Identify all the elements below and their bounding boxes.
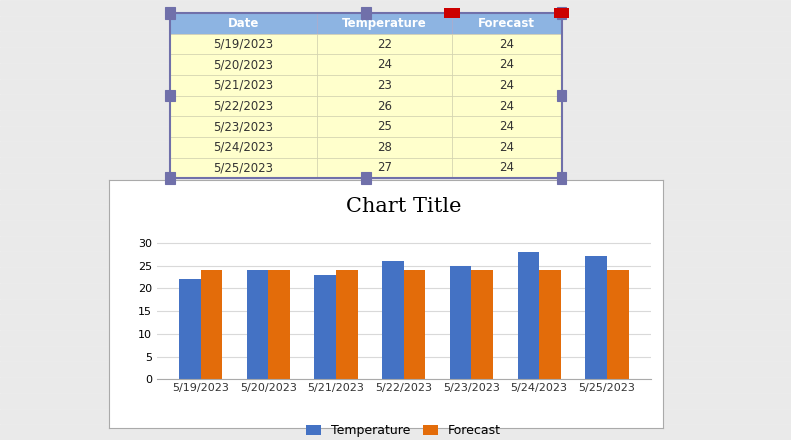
Text: 5/21/2023: 5/21/2023 <box>214 79 274 92</box>
Bar <box>452 34 562 55</box>
Bar <box>445 8 460 18</box>
Bar <box>317 34 452 55</box>
Text: 22: 22 <box>377 38 392 51</box>
Bar <box>317 13 452 34</box>
Text: 5/19/2023: 5/19/2023 <box>214 38 274 51</box>
Bar <box>452 55 562 75</box>
Bar <box>361 172 370 184</box>
Bar <box>170 75 317 95</box>
Bar <box>452 158 562 178</box>
Bar <box>317 75 452 95</box>
Bar <box>557 172 566 184</box>
Text: 24: 24 <box>499 141 514 154</box>
Bar <box>317 55 452 75</box>
Bar <box>170 55 317 75</box>
Bar <box>317 96 452 116</box>
Bar <box>403 270 426 379</box>
Bar <box>170 13 317 34</box>
Text: 24: 24 <box>499 58 514 71</box>
Bar <box>607 270 629 379</box>
Bar <box>361 7 370 19</box>
Bar <box>268 270 290 379</box>
Bar <box>170 158 317 178</box>
Bar <box>452 96 562 116</box>
Legend: Temperature, Forecast: Temperature, Forecast <box>303 421 505 440</box>
Bar <box>170 116 317 137</box>
Bar <box>585 257 607 379</box>
Text: 24: 24 <box>499 38 514 51</box>
Text: 24: 24 <box>499 120 514 133</box>
Text: 23: 23 <box>377 79 392 92</box>
Bar <box>165 7 175 19</box>
Text: 26: 26 <box>377 99 392 113</box>
Text: 24: 24 <box>499 161 514 174</box>
Bar <box>179 279 201 379</box>
Bar <box>336 270 358 379</box>
Bar <box>382 261 403 379</box>
Bar <box>452 137 562 158</box>
Bar <box>557 90 566 102</box>
Bar <box>170 96 317 116</box>
Bar <box>201 270 222 379</box>
Bar <box>165 172 175 184</box>
Text: 25: 25 <box>377 120 392 133</box>
Bar <box>170 137 317 158</box>
Text: 5/22/2023: 5/22/2023 <box>214 99 274 113</box>
Bar <box>450 265 471 379</box>
Text: 5/24/2023: 5/24/2023 <box>214 141 274 154</box>
Bar <box>557 7 566 19</box>
Text: Temperature: Temperature <box>342 17 427 30</box>
Text: 24: 24 <box>499 79 514 92</box>
Bar <box>317 116 452 137</box>
Text: 24: 24 <box>499 99 514 113</box>
Text: 28: 28 <box>377 141 392 154</box>
Bar <box>247 270 268 379</box>
Text: Forecast: Forecast <box>479 17 536 30</box>
Bar <box>165 90 175 102</box>
Bar <box>539 270 561 379</box>
Text: 5/23/2023: 5/23/2023 <box>214 120 274 133</box>
Bar <box>170 34 317 55</box>
Bar <box>452 116 562 137</box>
Bar <box>317 158 452 178</box>
Text: 5/20/2023: 5/20/2023 <box>214 58 274 71</box>
Title: Chart Title: Chart Title <box>346 197 462 216</box>
Bar <box>517 252 539 379</box>
Bar <box>471 270 493 379</box>
Bar <box>452 75 562 95</box>
Bar <box>554 8 570 18</box>
Text: 24: 24 <box>377 58 392 71</box>
Text: 27: 27 <box>377 161 392 174</box>
Bar <box>452 13 562 34</box>
Bar <box>315 275 336 379</box>
Text: Date: Date <box>228 17 259 30</box>
Bar <box>317 137 452 158</box>
Text: 5/25/2023: 5/25/2023 <box>214 161 274 174</box>
